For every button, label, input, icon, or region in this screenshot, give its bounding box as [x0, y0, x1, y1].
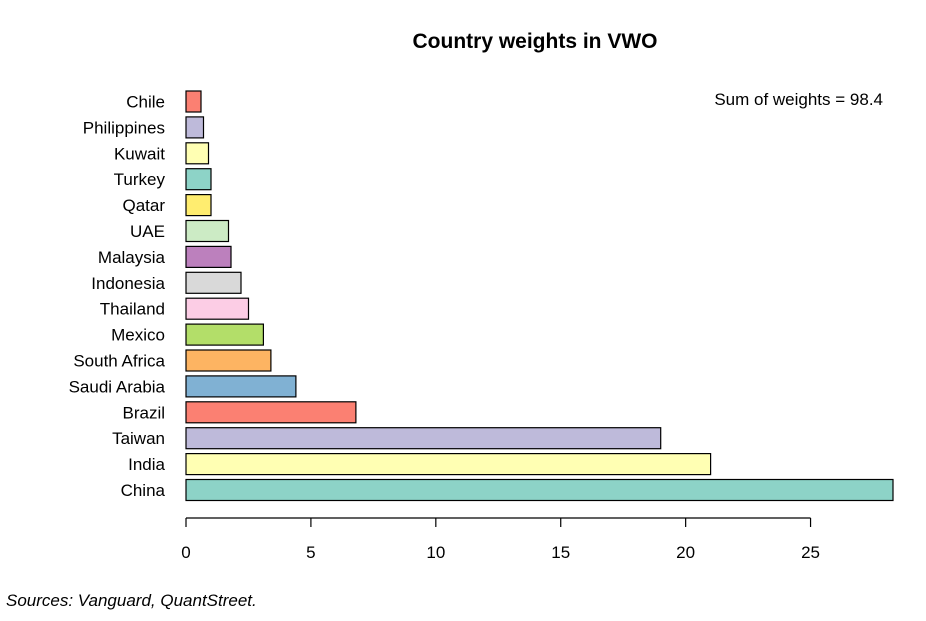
category-label: Malaysia	[98, 248, 166, 267]
x-tick-label: 10	[426, 543, 445, 562]
category-label: Taiwan	[112, 429, 165, 448]
bar-uae	[185, 219, 230, 243]
x-tick-label: 25	[801, 543, 820, 562]
bar-turkey	[185, 168, 212, 191]
category-label: Turkey	[114, 170, 166, 189]
x-tick-label: 0	[181, 543, 190, 562]
bar-malaysia	[185, 245, 232, 268]
bar-chile	[185, 90, 202, 113]
chart-title: Country weights in VWO	[413, 30, 658, 53]
x-tick-label: 5	[306, 543, 315, 562]
category-label: India	[128, 455, 165, 474]
bar-mexico	[185, 323, 265, 346]
category-label: China	[121, 481, 166, 500]
category-label: Thailand	[100, 300, 165, 319]
bar-kuwait	[185, 142, 210, 165]
category-label: Kuwait	[114, 144, 165, 163]
category-label: Chile	[126, 93, 165, 112]
category-labels: China India Taiwan Brazil Saudi Arabia South …	[69, 93, 166, 501]
source-note: Sources: Vanguard, QuantStreet.	[6, 591, 257, 610]
category-label: Qatar	[122, 196, 165, 215]
x-tick-label: 20	[676, 543, 695, 562]
bars-group	[185, 90, 894, 502]
category-label: South Africa	[73, 352, 165, 371]
bar-brazil	[185, 401, 357, 424]
category-label: Saudi Arabia	[69, 377, 166, 396]
bar-china	[185, 478, 894, 502]
bar-south-africa	[185, 349, 272, 372]
bar-india	[185, 453, 712, 476]
bar-indonesia	[185, 271, 242, 294]
category-label: Indonesia	[91, 274, 165, 293]
x-tick-label: 15	[551, 543, 570, 562]
category-label: Brazil	[122, 403, 165, 422]
bar-saudi-arabia	[185, 375, 297, 398]
category-label: UAE	[130, 222, 165, 241]
bar-qatar	[185, 194, 212, 217]
bar-taiwan	[185, 427, 662, 450]
bar-philippines	[185, 116, 205, 139]
category-label: Mexico	[111, 326, 165, 345]
sum-annotation: Sum of weights = 98.4	[714, 90, 883, 109]
category-label: Philippines	[83, 118, 165, 137]
bar-thailand	[185, 297, 250, 320]
x-axis: 0 5 10 15 20 25	[181, 517, 820, 562]
